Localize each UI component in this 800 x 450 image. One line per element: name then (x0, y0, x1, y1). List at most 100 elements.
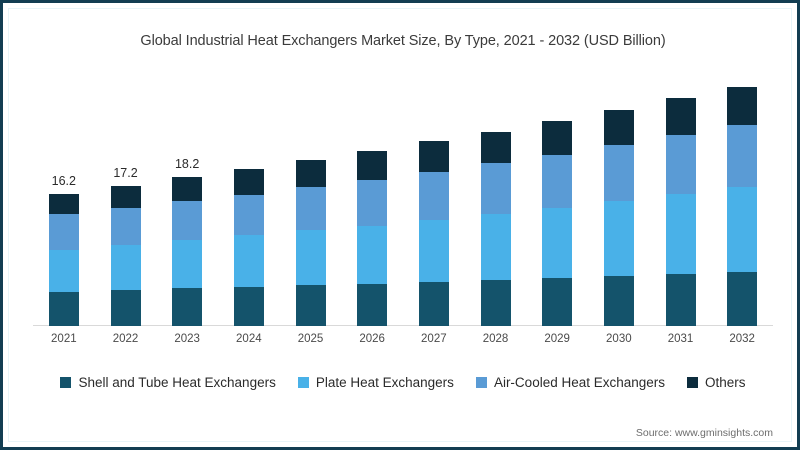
bar-segment[interactable] (110, 290, 141, 326)
bar-segment[interactable] (727, 86, 758, 126)
bar-segment[interactable] (295, 160, 326, 188)
bar-value-label: 17.2 (113, 165, 138, 180)
plot-area: 16.2 2021 17.2 2022 18.2 2023 2024 2025 2026 2027… (33, 81, 773, 345)
stacked-bar[interactable] (727, 86, 758, 326)
bar-segment[interactable] (172, 201, 203, 241)
bar-segment[interactable] (665, 193, 696, 274)
bar-segment[interactable] (542, 207, 573, 278)
stacked-bar[interactable] (665, 98, 696, 326)
bar-segment[interactable] (665, 98, 696, 135)
stacked-bar[interactable] (110, 185, 141, 326)
bar-group: 2030 (603, 81, 634, 345)
bar-group: 2032 (727, 81, 758, 345)
bar-segment[interactable] (665, 273, 696, 326)
bar-segment[interactable] (357, 283, 388, 326)
bar-segment[interactable] (172, 240, 203, 289)
bar-segment[interactable] (48, 291, 79, 326)
stacked-bar[interactable] (603, 109, 634, 326)
bar-group: 2024 (233, 81, 264, 345)
bar-segment[interactable] (295, 230, 326, 286)
bar-segment[interactable] (357, 179, 388, 226)
bar-segment[interactable] (295, 285, 326, 326)
x-axis-tick-label: 2023 (174, 333, 200, 345)
bar-value-label: 16.2 (51, 173, 76, 188)
legend-swatch-icon (297, 377, 309, 388)
legend-item[interactable]: Shell and Tube Heat Exchangers (60, 375, 276, 390)
bar-segment[interactable] (480, 131, 511, 164)
legend-swatch-icon (60, 377, 72, 388)
bar-segment[interactable] (48, 214, 79, 251)
bar-segment[interactable] (357, 151, 388, 180)
bar-group: 2031 (665, 81, 696, 345)
stacked-bar[interactable] (357, 151, 388, 326)
bar-segment[interactable] (727, 125, 758, 188)
bar-segment[interactable] (603, 276, 634, 326)
bar-group: 2028 (480, 81, 511, 345)
bar-segment[interactable] (233, 286, 264, 326)
source-note: Source: www.gminsights.com (635, 427, 773, 439)
bar-segment[interactable] (48, 250, 79, 292)
bar-segment[interactable] (665, 134, 696, 194)
chart-title: Global Industrial Heat Exchangers Market… (140, 33, 666, 49)
legend-item[interactable]: Air-Cooled Heat Exchangers (475, 375, 666, 390)
stacked-bar[interactable] (172, 177, 203, 326)
x-axis-tick-label: 2031 (667, 333, 694, 345)
bar-segment[interactable] (542, 121, 573, 155)
legend-label: Air-Cooled Heat Exchangers (493, 375, 666, 390)
bar-segment[interactable] (48, 193, 79, 215)
bar-segment[interactable] (357, 225, 388, 284)
legend-swatch-icon (475, 377, 487, 388)
x-axis-tick-label: 2021 (51, 333, 77, 345)
bar-group: 17.2 2022 (110, 81, 141, 345)
bar-segment[interactable] (418, 141, 449, 172)
stacked-bar[interactable] (295, 160, 326, 326)
bar-segment[interactable] (542, 277, 573, 326)
bar-segment[interactable] (233, 194, 264, 236)
bar-segment[interactable] (418, 219, 449, 282)
bar-segment[interactable] (418, 281, 449, 326)
bar-segment[interactable] (480, 214, 511, 281)
bar-group: 2025 (295, 81, 326, 345)
bar-segment[interactable] (233, 235, 264, 287)
x-axis-line (33, 325, 773, 326)
bar-segment[interactable] (542, 154, 573, 208)
bar-group: 2026 (357, 81, 388, 345)
bar-group: 16.2 2021 (48, 81, 79, 345)
bar-group: 18.2 2023 (172, 81, 203, 345)
legend-swatch-icon (687, 377, 699, 388)
legend-label: Plate Heat Exchangers (315, 375, 454, 390)
bar-segment[interactable] (172, 177, 203, 202)
bar-segment[interactable] (233, 169, 264, 195)
bar-segment[interactable] (295, 187, 326, 231)
bar-segment[interactable] (172, 288, 203, 326)
legend-item[interactable]: Others (687, 375, 746, 390)
bar-segment[interactable] (727, 187, 758, 273)
bar-segment[interactable] (480, 163, 511, 215)
legend-item[interactable]: Plate Heat Exchangers (297, 375, 454, 390)
x-axis-tick-label: 2029 (544, 333, 570, 345)
bar-segment[interactable] (418, 171, 449, 220)
bar-segment[interactable] (727, 272, 758, 326)
legend-label: Shell and Tube Heat Exchangers (78, 375, 276, 390)
bar-value-label: 18.2 (174, 157, 200, 172)
x-axis-tick-label: 2028 (482, 333, 509, 345)
x-axis-tick-label: 2022 (112, 333, 139, 345)
bar-segment[interactable] (603, 144, 634, 202)
stacked-bar[interactable] (48, 193, 79, 326)
x-axis-tick-label: 2027 (421, 333, 447, 345)
bar-segment[interactable] (603, 201, 634, 277)
bar-segment[interactable] (110, 245, 141, 291)
bar-segment[interactable] (603, 109, 634, 145)
x-axis-tick-label: 2030 (606, 333, 632, 345)
stacked-bar[interactable] (542, 121, 573, 326)
stacked-bar[interactable] (233, 169, 264, 326)
stacked-bar[interactable] (480, 131, 511, 326)
bar-segment[interactable] (110, 207, 141, 246)
bar-segment[interactable] (110, 185, 141, 208)
x-axis-tick-label: 2025 (297, 333, 324, 345)
stacked-bar[interactable] (418, 141, 449, 326)
x-axis-tick-label: 2024 (236, 333, 262, 345)
bar-segment[interactable] (480, 280, 511, 326)
x-axis-tick-label: 2026 (359, 333, 385, 345)
